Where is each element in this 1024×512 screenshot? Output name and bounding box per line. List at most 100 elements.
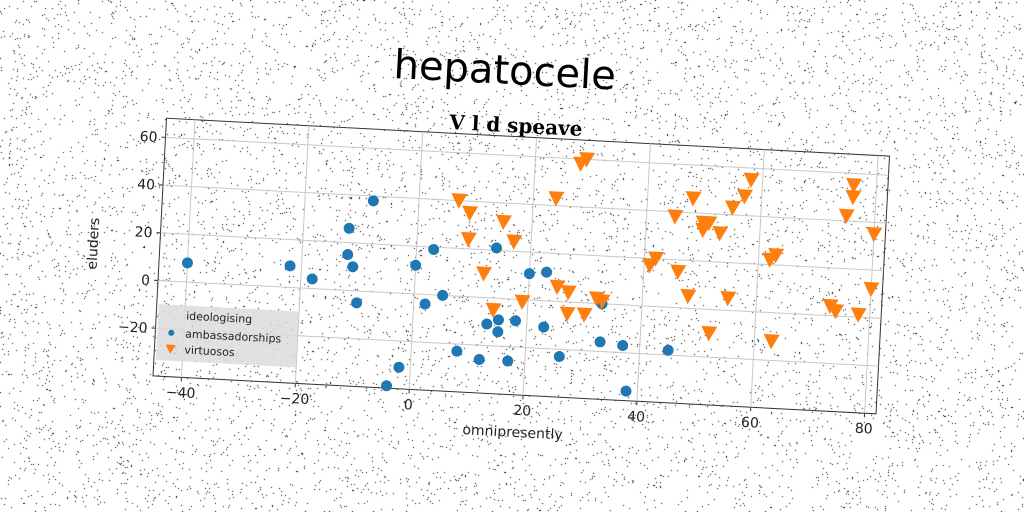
- x-axis-label: omnipresently: [462, 422, 563, 443]
- ambassadorships-point: [523, 268, 535, 280]
- legend-marker-ambassadorships: [168, 329, 175, 336]
- plot-area: [152, 117, 891, 415]
- virtuosos-point: [845, 189, 862, 206]
- legend-label-virtuosos: virtuosos: [184, 344, 235, 360]
- ambassadorships-point: [541, 266, 553, 278]
- x-tick-label: −20: [279, 391, 309, 409]
- virtuosos-point: [712, 225, 729, 242]
- ambassadorships-point: [510, 315, 522, 327]
- virtuosos-point: [506, 234, 523, 250]
- virtuosos-point: [680, 288, 697, 305]
- virtuosos-point: [451, 193, 468, 209]
- virtuosos-point: [548, 191, 565, 207]
- legend-label-ambassadorships: ambassadorships: [185, 328, 282, 346]
- virtuosos-point: [460, 231, 477, 248]
- grid-line-x: [636, 143, 651, 402]
- ambassadorships-point: [451, 345, 463, 357]
- ambassadorships-point: [437, 289, 449, 301]
- ambassadorships-point: [492, 326, 504, 338]
- legend-box: [155, 304, 299, 368]
- ambassadorships-point: [594, 336, 606, 348]
- virtuosos-point: [559, 306, 576, 322]
- virtuosos-point: [763, 333, 780, 350]
- virtuosos-point: [743, 172, 760, 188]
- x-tick-label: 20: [513, 403, 532, 420]
- grid-line-x: [294, 125, 310, 384]
- virtuosos-point: [720, 290, 737, 307]
- legend: ideologising ambassadorships virtuosos: [155, 304, 299, 368]
- grid-line-x: [750, 149, 765, 408]
- ambassadorships-point: [367, 195, 379, 207]
- virtuosos-point: [476, 266, 493, 282]
- ambassadorships-point: [419, 298, 431, 310]
- ambassadorships-point: [617, 340, 629, 352]
- virtuosos-point: [576, 307, 593, 323]
- virtuosos-point: [828, 303, 845, 320]
- ambassadorships-point: [410, 259, 422, 271]
- virtuosos-point: [549, 279, 566, 296]
- ambassadorships-point: [502, 355, 514, 367]
- virtuosos-point: [560, 285, 577, 301]
- virtuosos-point: [685, 191, 702, 207]
- ambassadorships-point: [393, 361, 405, 373]
- y-tick-label: 20: [134, 224, 153, 241]
- ambassadorships-point: [473, 354, 485, 366]
- virtuosos-point: [514, 294, 531, 310]
- y-tick-label: 40: [137, 177, 156, 194]
- virtuosos-point: [737, 188, 754, 205]
- axis-ticks: −40 −20 0 20 40 60 80 −20 0 20 40 60: [118, 129, 874, 438]
- virtuosos-point: [495, 214, 512, 231]
- virtuosos-point: [846, 177, 863, 194]
- ambassadorships-point: [306, 273, 318, 285]
- x-tick-label: 40: [627, 409, 646, 426]
- virtuosos-point: [579, 152, 596, 168]
- ambassadorships-point: [538, 321, 550, 333]
- ambassadorships-point: [662, 344, 674, 356]
- y-tick-label: 60: [139, 129, 158, 146]
- virtuosos-point: [863, 281, 880, 298]
- ambassadorships-point: [342, 249, 354, 261]
- ambassadorships-point: [284, 260, 296, 272]
- x-tick-label: 80: [854, 421, 873, 438]
- ambassadorships-point: [381, 380, 393, 392]
- grid-line-y: [160, 232, 884, 272]
- ambassadorships-point: [492, 314, 504, 326]
- x-tick-label: −40: [165, 385, 195, 403]
- ambassadorships-point: [351, 297, 363, 309]
- legend-title: ideologising: [186, 310, 253, 326]
- grid: [155, 119, 889, 414]
- ambassadorships-point: [620, 385, 632, 397]
- virtuosos-point: [838, 208, 855, 225]
- ambassadorships-point: [428, 243, 440, 255]
- x-tick-label: 60: [741, 415, 760, 432]
- virtuosos-point: [701, 215, 718, 232]
- virtuosos-point: [701, 325, 718, 342]
- virtuosos-point: [725, 200, 742, 216]
- ambassadorships-point: [491, 242, 503, 254]
- virtuosos-point: [485, 302, 502, 319]
- ambassadorships-point: [343, 222, 355, 234]
- x-tick-label: 0: [403, 397, 413, 413]
- virtuosos-point: [670, 264, 687, 280]
- y-tick-label: −20: [118, 319, 148, 337]
- virtuosos-point: [850, 307, 867, 323]
- y-axis-label: eluders: [84, 217, 103, 270]
- ambassadorships-point: [347, 261, 359, 273]
- virtuosos-point: [648, 251, 665, 267]
- ambassadorships-point: [553, 351, 565, 363]
- virtuosos-point: [866, 226, 883, 243]
- data-points: [181, 152, 883, 397]
- y-tick-label: 0: [141, 273, 151, 289]
- virtuosos-point: [667, 209, 684, 225]
- ambassadorships-point: [181, 257, 193, 269]
- virtuosos-point: [768, 248, 785, 264]
- virtuosos-point: [594, 293, 611, 310]
- ambassadorships-point: [481, 318, 493, 330]
- grid-line-y: [165, 136, 889, 176]
- grid-line-x: [522, 137, 538, 396]
- grid-line-y: [162, 184, 887, 224]
- virtuosos-point: [462, 205, 479, 222]
